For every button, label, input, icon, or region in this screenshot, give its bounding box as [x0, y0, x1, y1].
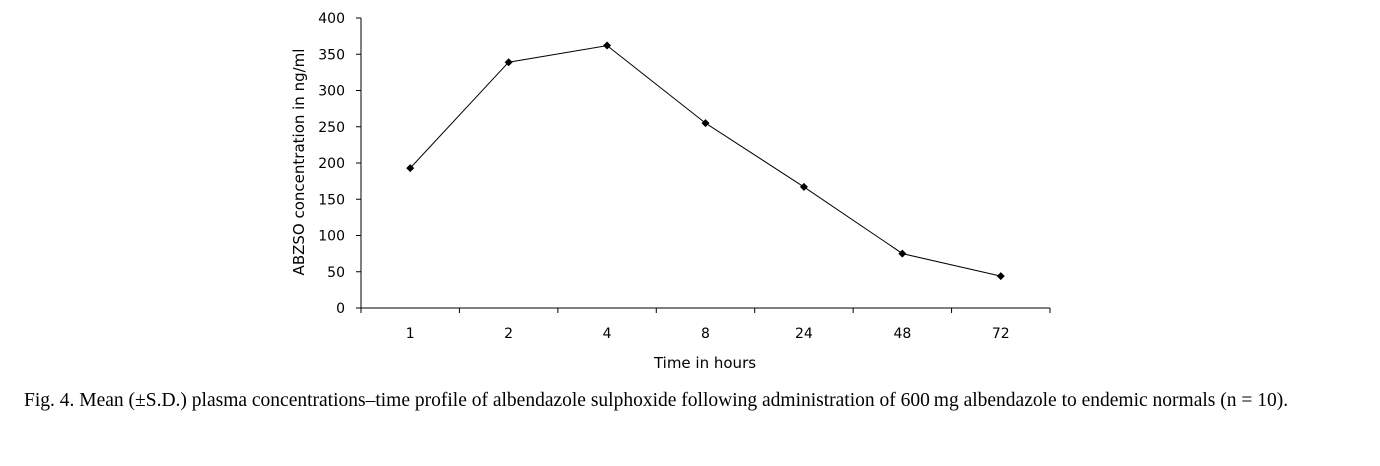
data-point-marker	[898, 249, 907, 258]
x-tick-label: 8	[701, 326, 710, 342]
y-tick-label: 0	[336, 301, 345, 317]
y-tick-label: 200	[318, 156, 345, 172]
y-tick-label: 100	[318, 229, 345, 245]
data-point-marker	[701, 119, 710, 128]
y-tick-label: 350	[318, 47, 345, 63]
y-axis-title: ABZSO concentration in ng/ml	[290, 49, 308, 276]
x-tick-label: 72	[992, 326, 1010, 342]
x-tick-label: 48	[893, 326, 911, 342]
figure-caption: Fig. 4. Mean (±S.D.) plasma concentratio…	[24, 390, 1289, 411]
x-axis-title: Time in hours	[653, 354, 756, 372]
x-axis-ticks: 1 2 4 8 24 48 72	[360, 308, 1051, 342]
y-tick-label: 50	[327, 265, 345, 281]
y-tick-label: 150	[318, 192, 345, 208]
x-tick-label: 1	[406, 326, 415, 342]
x-tick-label: 24	[795, 326, 813, 342]
data-points	[406, 41, 1005, 281]
y-tick-label: 250	[318, 120, 345, 136]
data-point-marker	[996, 272, 1005, 281]
y-tick-label: 300	[318, 84, 345, 100]
x-tick-label: 2	[504, 326, 513, 342]
y-tick-label: 400	[318, 11, 345, 27]
data-point-marker	[504, 58, 513, 67]
y-axis-ticks: 0 50 100 150 200 250 300 350 400	[318, 11, 361, 317]
data-point-marker	[799, 182, 808, 191]
data-point-marker	[603, 41, 612, 50]
data-point-marker	[406, 164, 415, 173]
series-line	[409, 45, 1001, 277]
x-tick-label: 4	[603, 326, 612, 342]
